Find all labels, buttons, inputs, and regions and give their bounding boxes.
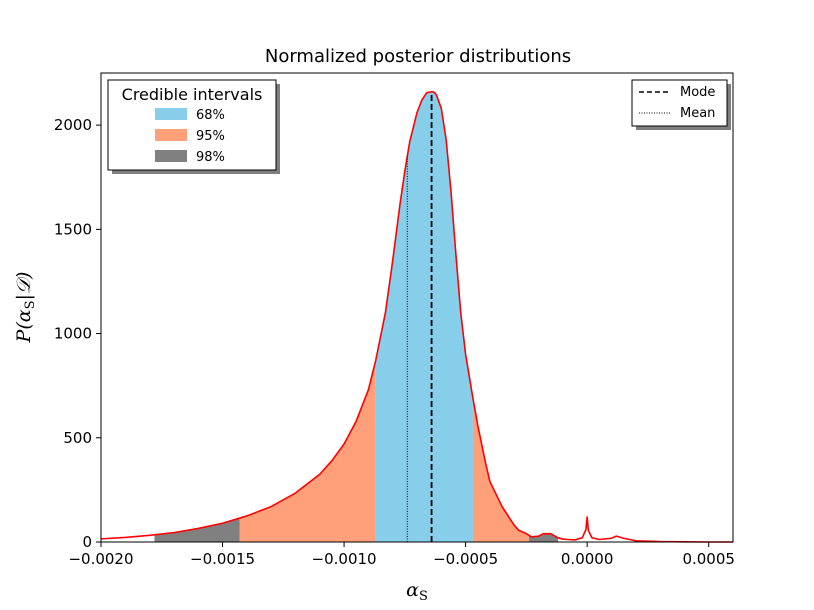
- legend-swatch-95: [155, 129, 187, 141]
- legend-credible-intervals: Credible intervals 68% 95% 98%: [107, 79, 280, 174]
- mode-mean-lines: [406, 91, 433, 542]
- legend-left-box: [107, 79, 277, 171]
- curve-layer: [100, 90, 733, 543]
- y-tick-label: 1500: [54, 220, 92, 238]
- x-tick-label: −0.0010: [312, 550, 377, 568]
- credible-fill-95-0: [239, 360, 376, 542]
- legend-swatch-68: [155, 108, 187, 120]
- legend-label-68: 68%: [196, 108, 225, 123]
- y-axis-ticks: 0 500 1000 1500 2000: [54, 116, 101, 551]
- chart-title: Normalized posterior distributions: [265, 46, 571, 67]
- y-tick-label: 1000: [54, 325, 92, 343]
- credible-fill-98-1: [528, 533, 558, 542]
- x-axis-ticks: −0.0020 −0.0015 −0.0010 −0.0005 0.0000 0.0005: [68, 542, 735, 568]
- y-axis-title: P(αS|𝒟): [13, 272, 38, 344]
- legend-left-title: Credible intervals: [122, 85, 263, 104]
- y-tick-label: 0: [82, 533, 92, 551]
- posterior-curve: [100, 90, 733, 543]
- legend-right-box: [631, 79, 728, 127]
- legend-swatch-98: [155, 150, 187, 162]
- y-tick-label: 2000: [54, 116, 92, 134]
- x-tick-label: −0.0005: [433, 550, 498, 568]
- credible-fill-98-0: [154, 518, 240, 542]
- plot-frame: [100, 72, 734, 543]
- x-tick-label: −0.0020: [68, 550, 133, 568]
- x-tick-label: 0.0000: [561, 550, 614, 568]
- x-tick-label: 0.0005: [682, 550, 735, 568]
- y-tick-label: 500: [63, 429, 92, 447]
- legend-label-mode: Mode: [680, 85, 715, 100]
- legend-label-98: 98%: [196, 150, 225, 165]
- legend-label-mean: Mean: [680, 106, 715, 121]
- credible-fill-95-1: [472, 398, 529, 542]
- x-tick-label: −0.0015: [190, 550, 255, 568]
- legend-mode-mean: Mode Mean: [631, 79, 731, 130]
- legend-label-95: 95%: [196, 129, 225, 144]
